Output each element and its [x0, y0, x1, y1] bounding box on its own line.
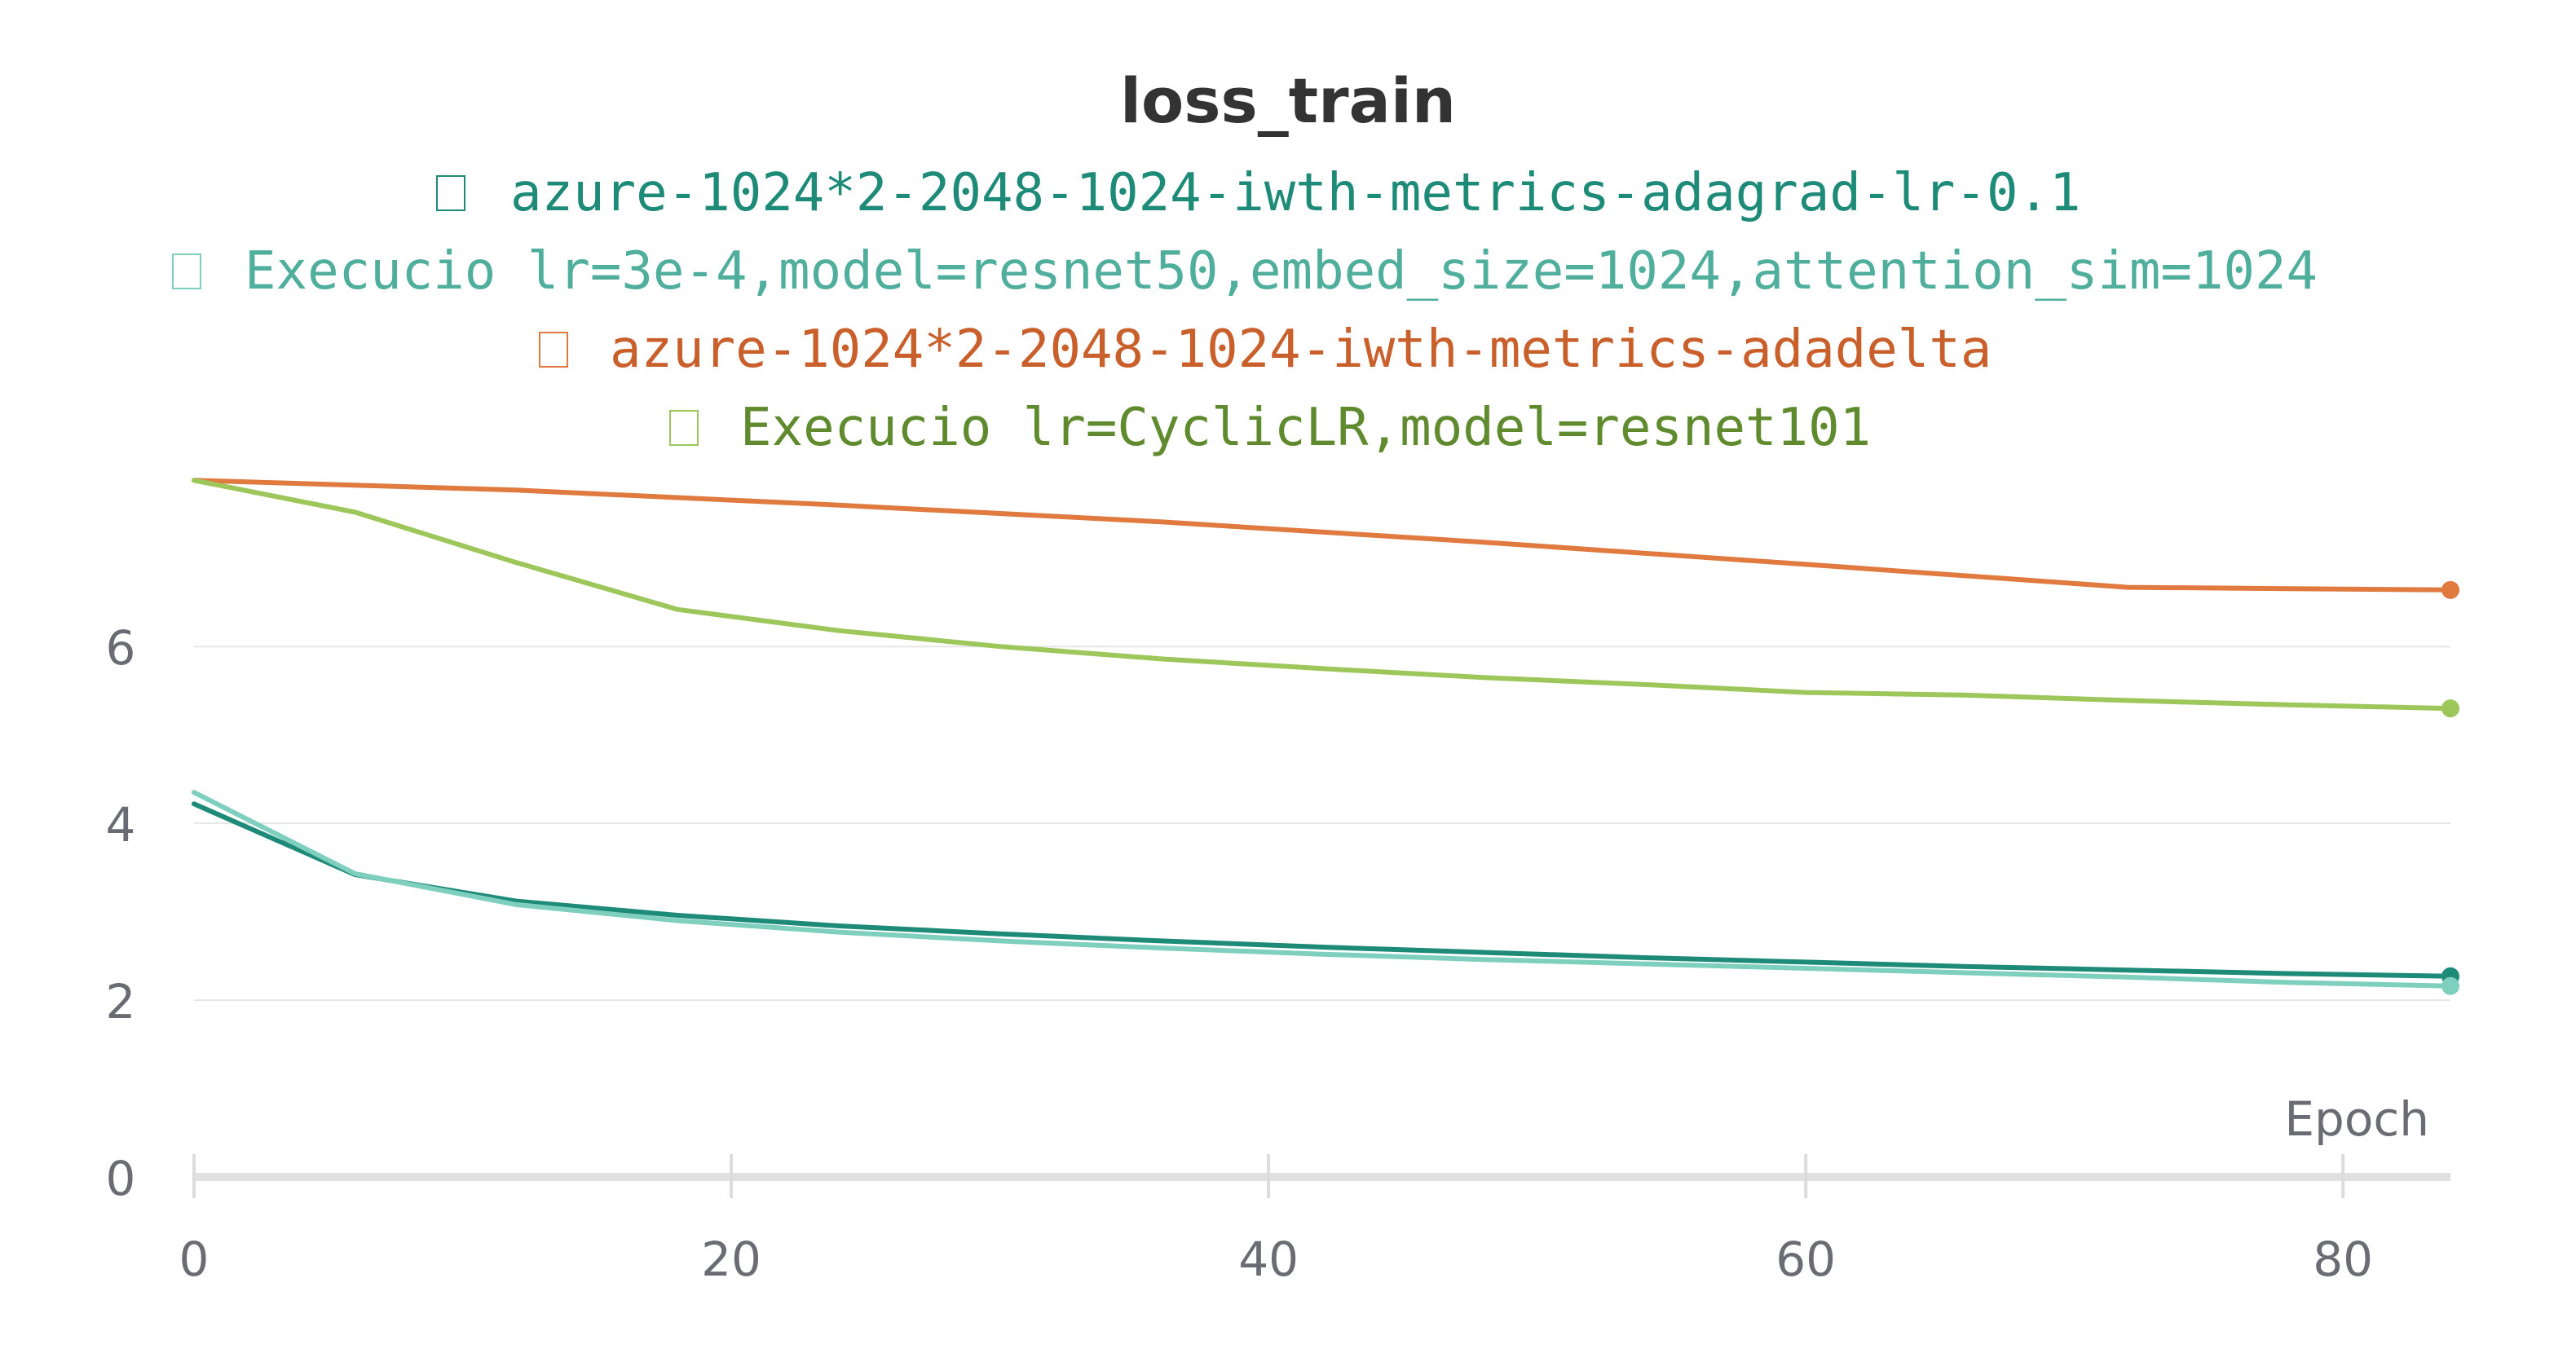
series-group: [192, 478, 2459, 995]
x-axis: 0 20 40 60 80: [179, 1154, 2450, 1287]
x-axis-label: Epoch: [2284, 1091, 2429, 1147]
legend-item-2[interactable]: azure-1024*2-2048-1024-iwth-metrics-adad…: [539, 320, 1992, 380]
series-line-3: [192, 478, 2453, 712]
series-end-point-3[interactable]: [2441, 699, 2459, 718]
legend-item-3[interactable]: Execucio lr=CyclicLR,model=resnet101: [669, 398, 1871, 458]
series-line-2: [192, 478, 2453, 593]
legend-item-1[interactable]: Execucio lr=3e-4,model=resnet50,embed_si…: [172, 241, 2318, 302]
y-tick-label-2: 4: [106, 797, 136, 853]
gridlines: [194, 646, 2450, 1002]
x-tick-label-4: 80: [2313, 1232, 2373, 1287]
legend-label-3: Execucio lr=CyclicLR,model=resnet101: [740, 398, 1871, 458]
legend-swatch-0: [436, 175, 465, 211]
legend-swatch-1: [172, 253, 201, 289]
y-tick-label-3: 6: [106, 620, 136, 676]
x-tick-label-1: 20: [701, 1232, 761, 1287]
x-tick-label-3: 60: [1775, 1232, 1836, 1287]
legend-label-1: Execucio lr=3e-4,model=resnet50,embed_si…: [245, 241, 2318, 302]
y-tick-label-0: 0: [106, 1151, 136, 1206]
series-line-1: [192, 790, 2453, 989]
legend-item-0[interactable]: azure-1024*2-2048-1024-iwth-metrics-adag…: [436, 163, 2081, 223]
series-line-0: [192, 801, 2453, 979]
y-axis: 0 2 4 6: [106, 620, 136, 1206]
legend: azure-1024*2-2048-1024-iwth-metrics-adag…: [172, 163, 2318, 458]
legend-swatch-3: [669, 410, 699, 446]
series-end-point-2[interactable]: [2441, 580, 2459, 599]
legend-label-2: azure-1024*2-2048-1024-iwth-metrics-adad…: [610, 320, 1992, 380]
y-tick-label-1: 2: [106, 974, 136, 1029]
x-tick-label-2: 40: [1238, 1232, 1299, 1287]
legend-swatch-2: [539, 332, 568, 368]
series-end-point-1[interactable]: [2441, 976, 2459, 995]
chart-title: loss_train: [1120, 64, 1456, 137]
legend-label-0: azure-1024*2-2048-1024-iwth-metrics-adag…: [510, 163, 2081, 223]
x-tick-label-0: 0: [179, 1232, 210, 1287]
